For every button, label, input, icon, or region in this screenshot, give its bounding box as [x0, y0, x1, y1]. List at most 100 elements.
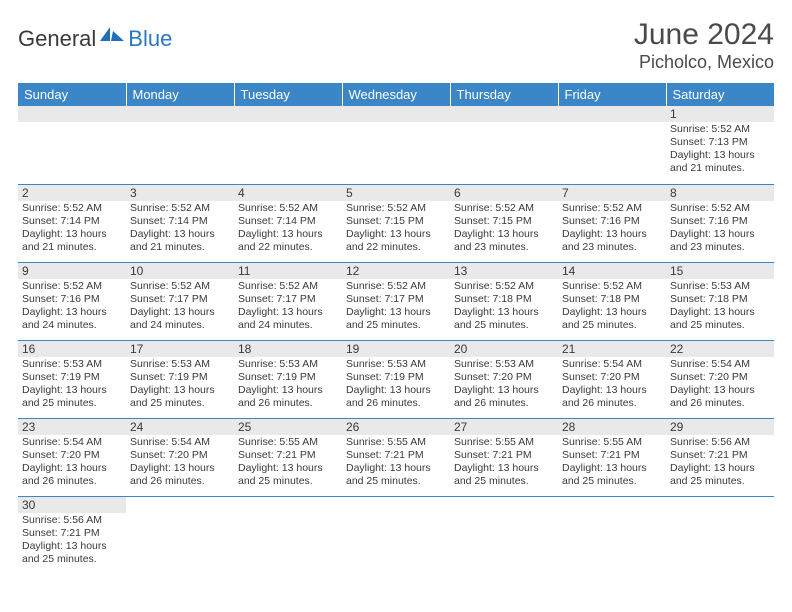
day-content: Sunrise: 5:52 AMSunset: 7:14 PMDaylight:… — [18, 201, 126, 257]
day-content: Sunrise: 5:54 AMSunset: 7:20 PMDaylight:… — [18, 435, 126, 491]
calendar-cell: 27Sunrise: 5:55 AMSunset: 7:21 PMDayligh… — [450, 418, 558, 496]
day-number: 27 — [450, 419, 558, 435]
day-header: Friday — [558, 83, 666, 106]
day-content: Sunrise: 5:53 AMSunset: 7:19 PMDaylight:… — [342, 357, 450, 413]
calendar-cell: 13Sunrise: 5:52 AMSunset: 7:18 PMDayligh… — [450, 262, 558, 340]
calendar-cell — [666, 496, 774, 574]
day-number: 21 — [558, 341, 666, 357]
day-content: Sunrise: 5:54 AMSunset: 7:20 PMDaylight:… — [126, 435, 234, 491]
calendar-cell — [450, 106, 558, 184]
day-number: 7 — [558, 185, 666, 201]
calendar-cell: 11Sunrise: 5:52 AMSunset: 7:17 PMDayligh… — [234, 262, 342, 340]
calendar-cell: 7Sunrise: 5:52 AMSunset: 7:16 PMDaylight… — [558, 184, 666, 262]
calendar-cell: 6Sunrise: 5:52 AMSunset: 7:15 PMDaylight… — [450, 184, 558, 262]
day-number: 18 — [234, 341, 342, 357]
day-number-empty — [18, 106, 126, 122]
day-content: Sunrise: 5:52 AMSunset: 7:15 PMDaylight:… — [342, 201, 450, 257]
day-header: Sunday — [18, 83, 126, 106]
day-content: Sunrise: 5:52 AMSunset: 7:17 PMDaylight:… — [234, 279, 342, 335]
day-number-empty — [126, 106, 234, 122]
calendar-week: 30Sunrise: 5:56 AMSunset: 7:21 PMDayligh… — [18, 496, 774, 574]
calendar-cell: 4Sunrise: 5:52 AMSunset: 7:14 PMDaylight… — [234, 184, 342, 262]
day-content: Sunrise: 5:52 AMSunset: 7:13 PMDaylight:… — [666, 122, 774, 178]
day-number: 22 — [666, 341, 774, 357]
day-content: Sunrise: 5:54 AMSunset: 7:20 PMDaylight:… — [666, 357, 774, 413]
day-number-empty — [450, 106, 558, 122]
calendar-cell: 3Sunrise: 5:52 AMSunset: 7:14 PMDaylight… — [126, 184, 234, 262]
calendar-cell: 21Sunrise: 5:54 AMSunset: 7:20 PMDayligh… — [558, 340, 666, 418]
calendar-cell — [558, 496, 666, 574]
calendar-cell: 14Sunrise: 5:52 AMSunset: 7:18 PMDayligh… — [558, 262, 666, 340]
day-content: Sunrise: 5:55 AMSunset: 7:21 PMDaylight:… — [234, 435, 342, 491]
day-number: 17 — [126, 341, 234, 357]
day-content: Sunrise: 5:52 AMSunset: 7:17 PMDaylight:… — [342, 279, 450, 335]
day-content: Sunrise: 5:53 AMSunset: 7:18 PMDaylight:… — [666, 279, 774, 335]
calendar-cell: 23Sunrise: 5:54 AMSunset: 7:20 PMDayligh… — [18, 418, 126, 496]
day-number: 12 — [342, 263, 450, 279]
day-number: 5 — [342, 185, 450, 201]
day-number: 30 — [18, 497, 126, 513]
calendar-week: 16Sunrise: 5:53 AMSunset: 7:19 PMDayligh… — [18, 340, 774, 418]
calendar-cell — [234, 496, 342, 574]
day-content: Sunrise: 5:53 AMSunset: 7:19 PMDaylight:… — [234, 357, 342, 413]
calendar-week: 23Sunrise: 5:54 AMSunset: 7:20 PMDayligh… — [18, 418, 774, 496]
day-number-empty — [342, 106, 450, 122]
calendar-cell: 28Sunrise: 5:55 AMSunset: 7:21 PMDayligh… — [558, 418, 666, 496]
day-number: 16 — [18, 341, 126, 357]
day-content: Sunrise: 5:56 AMSunset: 7:21 PMDaylight:… — [18, 513, 126, 569]
day-header: Thursday — [450, 83, 558, 106]
calendar-cell — [450, 496, 558, 574]
day-number: 2 — [18, 185, 126, 201]
day-header: Saturday — [666, 83, 774, 106]
day-number: 1 — [666, 106, 774, 122]
calendar-cell: 22Sunrise: 5:54 AMSunset: 7:20 PMDayligh… — [666, 340, 774, 418]
calendar-cell: 24Sunrise: 5:54 AMSunset: 7:20 PMDayligh… — [126, 418, 234, 496]
day-number-empty — [234, 106, 342, 122]
day-content: Sunrise: 5:52 AMSunset: 7:14 PMDaylight:… — [126, 201, 234, 257]
day-number: 28 — [558, 419, 666, 435]
day-number: 6 — [450, 185, 558, 201]
calendar-cell: 9Sunrise: 5:52 AMSunset: 7:16 PMDaylight… — [18, 262, 126, 340]
day-content: Sunrise: 5:53 AMSunset: 7:20 PMDaylight:… — [450, 357, 558, 413]
day-number: 24 — [126, 419, 234, 435]
calendar-cell: 12Sunrise: 5:52 AMSunset: 7:17 PMDayligh… — [342, 262, 450, 340]
calendar-cell — [234, 106, 342, 184]
calendar-cell — [342, 496, 450, 574]
day-number: 29 — [666, 419, 774, 435]
day-header: Tuesday — [234, 83, 342, 106]
day-number: 8 — [666, 185, 774, 201]
day-number: 4 — [234, 185, 342, 201]
logo-text-blue: Blue — [128, 26, 172, 52]
day-number: 10 — [126, 263, 234, 279]
day-content: Sunrise: 5:53 AMSunset: 7:19 PMDaylight:… — [126, 357, 234, 413]
calendar-cell: 1Sunrise: 5:52 AMSunset: 7:13 PMDaylight… — [666, 106, 774, 184]
day-content: Sunrise: 5:55 AMSunset: 7:21 PMDaylight:… — [558, 435, 666, 491]
day-header: Monday — [126, 83, 234, 106]
calendar-cell — [126, 106, 234, 184]
day-header: Wednesday — [342, 83, 450, 106]
day-number: 11 — [234, 263, 342, 279]
day-content: Sunrise: 5:52 AMSunset: 7:17 PMDaylight:… — [126, 279, 234, 335]
day-number: 26 — [342, 419, 450, 435]
calendar-table: SundayMondayTuesdayWednesdayThursdayFrid… — [18, 83, 774, 574]
calendar-cell: 16Sunrise: 5:53 AMSunset: 7:19 PMDayligh… — [18, 340, 126, 418]
day-header-row: SundayMondayTuesdayWednesdayThursdayFrid… — [18, 83, 774, 106]
calendar-cell: 26Sunrise: 5:55 AMSunset: 7:21 PMDayligh… — [342, 418, 450, 496]
day-number-empty — [558, 106, 666, 122]
day-content: Sunrise: 5:54 AMSunset: 7:20 PMDaylight:… — [558, 357, 666, 413]
calendar-cell: 20Sunrise: 5:53 AMSunset: 7:20 PMDayligh… — [450, 340, 558, 418]
day-content: Sunrise: 5:52 AMSunset: 7:15 PMDaylight:… — [450, 201, 558, 257]
day-number: 3 — [126, 185, 234, 201]
day-content: Sunrise: 5:52 AMSunset: 7:18 PMDaylight:… — [558, 279, 666, 335]
calendar-week: 2Sunrise: 5:52 AMSunset: 7:14 PMDaylight… — [18, 184, 774, 262]
logo-flag-icon — [100, 27, 126, 50]
day-number: 15 — [666, 263, 774, 279]
calendar-body: 1Sunrise: 5:52 AMSunset: 7:13 PMDaylight… — [18, 106, 774, 574]
day-content: Sunrise: 5:52 AMSunset: 7:16 PMDaylight:… — [558, 201, 666, 257]
day-number: 20 — [450, 341, 558, 357]
month-title: June 2024 — [634, 18, 774, 52]
location: Picholco, Mexico — [634, 52, 774, 73]
day-content: Sunrise: 5:52 AMSunset: 7:14 PMDaylight:… — [234, 201, 342, 257]
day-content: Sunrise: 5:56 AMSunset: 7:21 PMDaylight:… — [666, 435, 774, 491]
day-number: 13 — [450, 263, 558, 279]
